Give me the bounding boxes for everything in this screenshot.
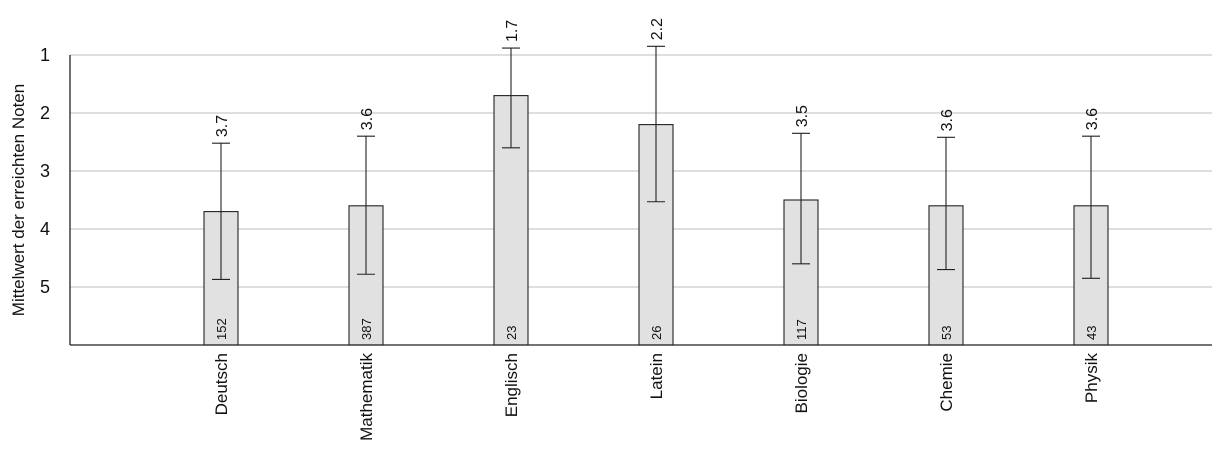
category-label: Physik bbox=[1082, 353, 1101, 404]
y-tick-label: 3 bbox=[40, 161, 50, 181]
value-labels: 3.7 3.6 1.7 2.2 3.5 3.6 3.6 bbox=[214, 18, 1101, 137]
value-label: 3.5 bbox=[794, 105, 811, 127]
sample-size-label: 387 bbox=[359, 318, 374, 340]
bars bbox=[203, 95, 1109, 346]
category-label: Englisch bbox=[502, 353, 521, 417]
y-tick-label: 5 bbox=[40, 277, 50, 297]
sample-size-label: 43 bbox=[1084, 326, 1099, 340]
category-label: Latein bbox=[647, 353, 666, 399]
y-tick-label: 2 bbox=[40, 103, 50, 123]
sample-size-labels: 152 387 23 26 117 53 43 bbox=[214, 318, 1099, 340]
value-label: 3.6 bbox=[939, 109, 956, 131]
sample-size-label: 53 bbox=[939, 326, 954, 340]
category-label: Deutsch bbox=[212, 353, 231, 415]
y-tick-label: 4 bbox=[40, 219, 50, 239]
value-label: 3.6 bbox=[359, 108, 376, 130]
sample-size-label: 23 bbox=[504, 326, 519, 340]
error-bars bbox=[212, 45, 1100, 281]
y-tick-label: 1 bbox=[40, 45, 50, 65]
y-tick-labels: 1 2 3 4 5 bbox=[40, 45, 50, 297]
category-label: Biologie bbox=[792, 353, 811, 414]
category-label: Chemie bbox=[937, 353, 956, 412]
value-label: 3.7 bbox=[214, 115, 231, 137]
value-label: 2.2 bbox=[649, 18, 666, 40]
x-category-labels: Deutsch Mathematik Englisch Latein Biologie C… bbox=[212, 353, 1101, 441]
sample-size-label: 26 bbox=[649, 326, 664, 340]
sample-size-label: 152 bbox=[214, 318, 229, 340]
category-label: Mathematik bbox=[357, 353, 376, 441]
value-label: 3.6 bbox=[1084, 108, 1101, 130]
sample-size-label: 117 bbox=[794, 319, 809, 340]
y-axis-title: Mittelwert der erreichten Noten bbox=[9, 84, 28, 316]
value-label: 1.7 bbox=[504, 20, 521, 42]
